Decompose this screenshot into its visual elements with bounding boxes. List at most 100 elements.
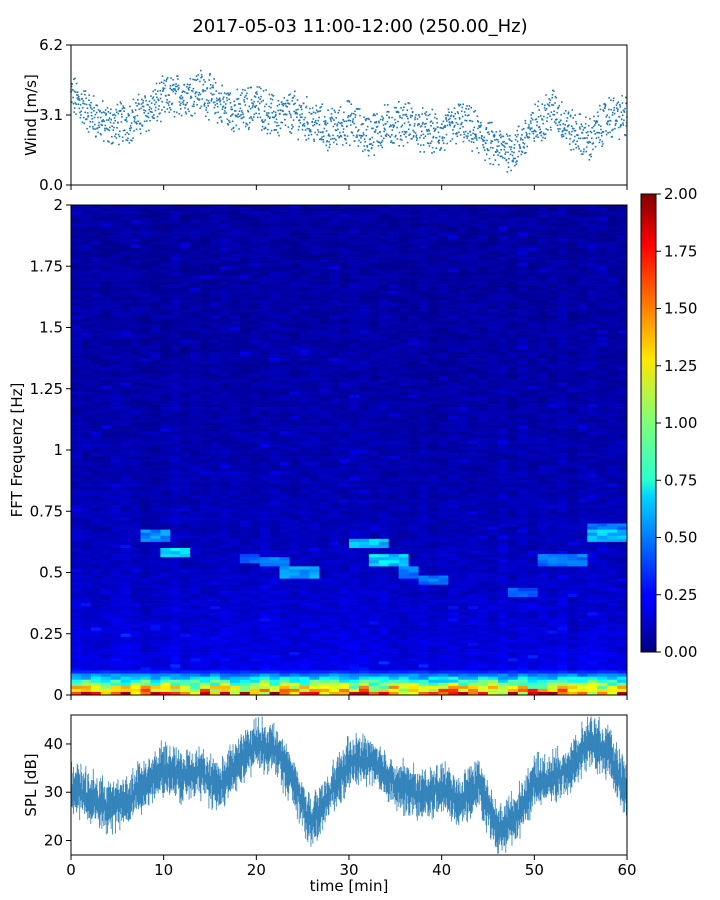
spectrogram-cell	[299, 281, 310, 285]
wind-point	[440, 127, 443, 129]
spectrogram-cell	[90, 345, 102, 350]
spectrogram-cell	[289, 367, 300, 371]
spectrogram-cell	[557, 296, 568, 301]
spectrogram-cell	[567, 244, 578, 249]
spectrogram-cell	[557, 211, 568, 215]
spectrogram-cell	[309, 241, 320, 246]
spectrogram-cell	[617, 364, 628, 368]
spectrogram-cell	[448, 257, 459, 261]
spectrogram-cell	[110, 296, 121, 301]
spectrogram-cell	[180, 312, 191, 316]
spectrogram-cell	[587, 299, 598, 304]
spectrogram-cell	[71, 238, 82, 243]
wind-point	[252, 105, 254, 107]
wind-point	[555, 97, 557, 99]
spectrogram-cell	[388, 269, 399, 273]
wind-point	[190, 96, 193, 99]
spectrogram-cell	[378, 260, 390, 264]
wind-point	[594, 133, 596, 135]
spectrogram-cell	[229, 244, 241, 249]
wind-point	[557, 128, 559, 130]
spectrogram-cell	[438, 324, 449, 328]
spectrogram-cell	[269, 306, 280, 310]
spectrogram-cell	[488, 235, 499, 240]
spectrogram-cell	[488, 257, 499, 261]
wind-point	[465, 135, 468, 137]
spectrogram-cell	[577, 214, 588, 218]
wind-point	[343, 111, 345, 114]
wind-point	[145, 120, 148, 122]
spectrogram-cell	[408, 226, 419, 230]
spectrogram-cell	[468, 278, 479, 282]
spectrogram-cell	[358, 352, 370, 356]
spectrogram-cell	[497, 342, 509, 347]
wind-point	[602, 109, 604, 111]
spectrogram-cell	[488, 208, 499, 212]
spectrogram-cell	[497, 293, 509, 298]
spectrogram-cell	[339, 355, 350, 359]
spectrogram-cell	[180, 358, 191, 362]
wind-point	[482, 140, 485, 142]
spectrogram-cell	[210, 342, 221, 347]
spectrogram-cell	[607, 309, 618, 313]
spectrogram-cell	[249, 361, 260, 365]
spectrogram-cell	[229, 208, 241, 212]
wind-point	[551, 96, 553, 99]
wind-point	[317, 119, 319, 122]
spectrogram-cell	[329, 226, 340, 230]
wind-point	[319, 131, 322, 134]
spectrogram-cell	[448, 254, 459, 258]
wind-point	[120, 113, 123, 116]
wind-point	[280, 109, 282, 112]
spectrogram-cell	[339, 223, 350, 227]
spectrogram-cell	[90, 287, 102, 292]
spectrogram-cell	[368, 348, 380, 353]
wind-point	[430, 125, 432, 127]
spectrogram-cell	[527, 278, 538, 282]
spectrogram-cell	[269, 211, 280, 215]
spectrogram-cell	[547, 361, 558, 365]
wind-point	[476, 120, 479, 122]
wind-point	[464, 119, 466, 122]
wind-point	[401, 117, 403, 119]
spectrogram-cell	[448, 287, 459, 292]
spectrogram-cell	[388, 327, 399, 331]
spectrogram-cell	[488, 214, 499, 218]
spectrogram-cell	[299, 217, 310, 221]
wind-point	[496, 145, 498, 148]
spectrogram-cell	[388, 339, 399, 344]
spectrogram-cell	[388, 229, 399, 233]
wind-point	[617, 126, 620, 129]
spectrogram-cell	[517, 269, 529, 273]
spectrogram-cell	[190, 306, 201, 310]
spectrogram-cell	[150, 348, 161, 353]
spectrogram-cell	[309, 296, 320, 301]
spectrogram-cell	[418, 324, 429, 328]
spectrogram-cell	[309, 327, 320, 331]
spectrogram-cell	[130, 333, 141, 338]
wind-point	[205, 106, 208, 109]
spectrogram-cell	[219, 211, 231, 215]
spectrogram-cell	[269, 223, 280, 227]
spectrogram-cell	[408, 272, 419, 276]
spectrogram-cell	[597, 226, 608, 230]
spectrogram-cell	[130, 345, 141, 350]
spectrogram-cell	[130, 205, 141, 209]
wind-point	[120, 121, 123, 123]
wind-point	[255, 104, 258, 107]
spectrogram-cell	[488, 250, 499, 255]
spectrogram-cell	[279, 241, 290, 246]
spectrogram-cell	[418, 358, 429, 362]
spectrogram-cell	[358, 348, 370, 353]
spectrogram-cell	[71, 315, 82, 319]
spectrogram-cell	[478, 355, 489, 359]
wind-point	[581, 132, 584, 134]
spectrogram-cell	[418, 315, 429, 319]
wind-point	[98, 124, 100, 127]
spectrogram-cell	[299, 211, 310, 215]
spectrogram-cell	[488, 355, 499, 359]
wind-point	[81, 121, 84, 124]
spectrogram-cell	[329, 345, 340, 350]
wind-point	[108, 117, 111, 119]
